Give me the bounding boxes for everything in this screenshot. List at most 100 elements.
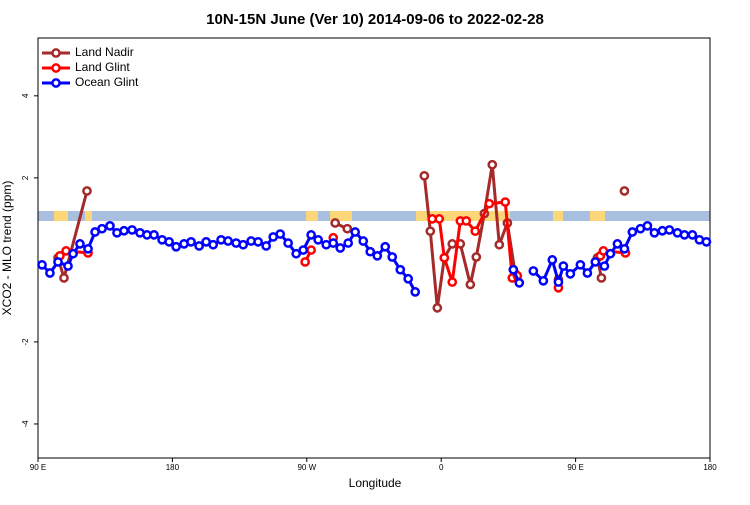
data-point: [410, 287, 421, 297]
data-point: [432, 303, 443, 313]
data-point: [565, 268, 576, 279]
data-point: [447, 239, 458, 249]
x-tick-label: 90 E: [567, 463, 583, 472]
y-tick-label: -2: [21, 338, 30, 346]
data-point: [612, 239, 623, 249]
band-patch: [590, 211, 605, 221]
data-point: [253, 236, 263, 247]
data-point: [461, 216, 472, 226]
data-point: [575, 259, 586, 270]
band-patch: [54, 211, 68, 221]
data-point: [194, 241, 204, 251]
data-point: [300, 257, 311, 267]
data-point: [487, 159, 498, 170]
coverage-band: [38, 211, 710, 221]
data-point: [514, 278, 525, 288]
data-point: [619, 243, 630, 254]
data-point: [605, 248, 616, 259]
data-point: [599, 261, 610, 271]
data-point: [642, 221, 653, 231]
data-point: [470, 226, 481, 237]
chart-title: 10N-15N June (Ver 10) 2014-09-06 to 2022…: [206, 11, 544, 28]
data-point: [484, 198, 495, 209]
data-point: [342, 223, 353, 234]
data-point: [313, 234, 323, 245]
data-point: [283, 238, 293, 248]
data-point: [679, 230, 690, 240]
y-tick-label: 2: [21, 175, 30, 180]
data-point: [439, 252, 450, 263]
data-point: [82, 186, 92, 196]
legend-marker: [51, 63, 61, 73]
data-point: [508, 264, 519, 275]
y-tick-label: 4: [21, 93, 30, 98]
legend-label: Land Glint: [75, 60, 130, 74]
data-point: [419, 170, 430, 181]
data-point: [528, 266, 539, 276]
data-point: [291, 248, 302, 259]
data-point: [403, 273, 414, 284]
data-point: [328, 238, 339, 248]
data-point: [335, 243, 346, 253]
data-point: [619, 186, 630, 196]
legend-label: Land Nadir: [75, 45, 134, 59]
data-point: [83, 243, 93, 254]
data-point: [275, 229, 286, 239]
legend-marker: [51, 48, 61, 58]
data-point: [75, 239, 85, 249]
data-point: [649, 227, 660, 238]
x-axis-label: Longitude: [349, 476, 402, 490]
data-point: [119, 225, 129, 236]
data-point: [365, 246, 376, 257]
data-point: [387, 252, 398, 262]
x-tick-label: 90 E: [30, 463, 46, 472]
data-point: [164, 236, 174, 247]
data-point: [596, 273, 607, 283]
data-point: [590, 257, 601, 267]
data-point: [171, 241, 181, 252]
data-point: [45, 268, 55, 278]
data-point: [208, 239, 219, 250]
band-patch: [330, 211, 352, 221]
data-point: [68, 248, 78, 259]
data-point: [261, 241, 272, 251]
y-axis-label: XCO2 - MLO trend (ppm): [0, 181, 14, 316]
band-patch: [85, 211, 92, 221]
data-point: [380, 241, 391, 252]
data-point: [425, 226, 436, 237]
data-point: [238, 239, 249, 250]
band-patch: [416, 211, 510, 221]
data-point: [538, 275, 549, 286]
data-point: [664, 225, 675, 235]
data-point: [350, 227, 361, 237]
data-point: [547, 255, 558, 265]
data-point: [306, 245, 316, 255]
data-point: [465, 279, 476, 290]
data-point: [306, 230, 316, 240]
data-point: [701, 236, 712, 247]
band-patch: [553, 211, 563, 221]
x-tick-label: 180: [166, 463, 180, 472]
data-point: [63, 261, 73, 271]
band-patch: [306, 211, 318, 221]
data-point: [186, 236, 196, 247]
data-point: [395, 264, 406, 275]
plot-frame: [37, 37, 711, 459]
data-point: [330, 218, 341, 228]
data-point: [59, 273, 69, 283]
legend-label: Ocean Glint: [75, 75, 139, 89]
data-point: [553, 277, 564, 287]
data-point: [687, 230, 698, 240]
x-tick-label: 0: [439, 463, 444, 472]
data-point: [298, 245, 309, 255]
data-point: [127, 225, 137, 235]
data-point: [582, 268, 593, 278]
legend-marker: [51, 78, 61, 88]
y-tick-label: -4: [21, 420, 30, 428]
data-point: [494, 239, 505, 250]
band: [38, 211, 710, 221]
data-point: [105, 221, 115, 231]
data-point: [372, 250, 383, 261]
x-tick-label: 90 W: [297, 463, 316, 472]
